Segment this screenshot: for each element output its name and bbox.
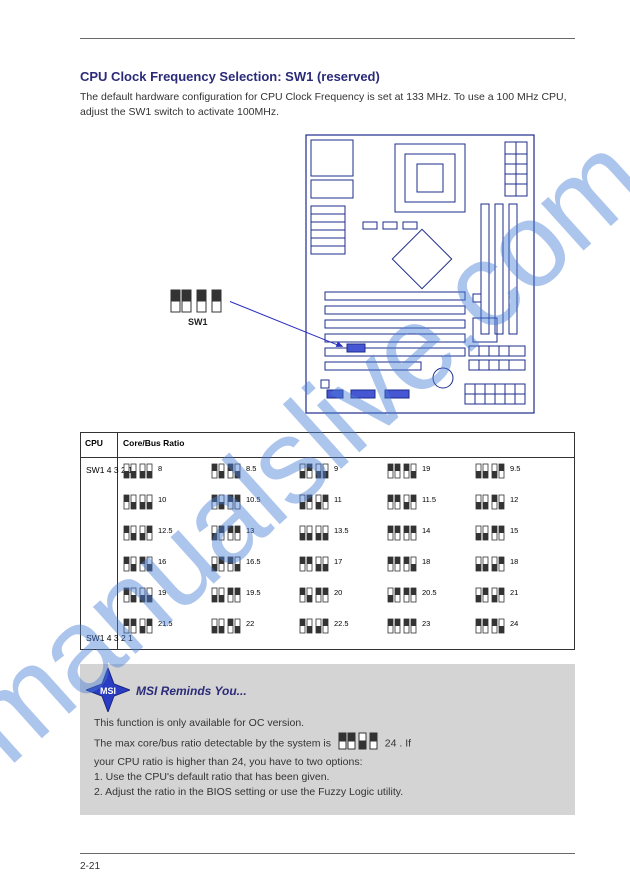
msi-logo: MSI: [86, 668, 130, 717]
ratio-cell: 18: [387, 556, 430, 574]
figure-area: SW1: [80, 134, 575, 414]
ratio-cell: 24: [475, 618, 518, 636]
ratio-cell: 22.5: [299, 618, 349, 636]
page-content: Hardware Setup CPU Clock Frequency Selec…: [0, 0, 630, 888]
ratio-cell: 12.5: [123, 525, 173, 543]
ratio-cell: 16: [123, 556, 166, 574]
table-hline: [81, 457, 574, 458]
ratio-cell: 10: [123, 494, 166, 512]
page-number: 2-21: [80, 861, 100, 872]
ratio-cell: 17: [299, 556, 342, 574]
ratio-cell: 15: [475, 525, 518, 543]
ratio-cell: 10.5: [211, 494, 261, 512]
ratio-table: CPU Core/Bus Ratio SW1 4 3 2 1 SW1 4 3 2…: [80, 432, 575, 650]
ratio-cell: 23: [387, 618, 430, 636]
ratio-cell: 8: [123, 463, 162, 481]
ratio-cell: 21.5: [123, 618, 173, 636]
motherboard-diagram: [305, 134, 535, 414]
ratio-cell: 9.5: [475, 463, 520, 481]
sw1-label: SW1: [188, 317, 208, 327]
ratio-cell: 14: [387, 525, 430, 543]
bottom-rule: [80, 853, 575, 854]
table-header-cpu: CPU: [85, 438, 103, 448]
ratio-cell: 12: [475, 494, 518, 512]
ratio-cell: 11.5: [387, 494, 436, 512]
section-title: CPU Clock Frequency Selection: SW1 (rese…: [80, 69, 575, 84]
note-line1b: The max core/bus ratio detectable by the…: [94, 737, 334, 749]
top-rule: [80, 38, 575, 39]
ratio-cell: 9: [299, 463, 338, 481]
note-line1c: 24: [385, 737, 400, 749]
inline-jumper-icon: [338, 732, 378, 755]
section-paragraph: The default hardware configuration for C…: [80, 90, 575, 120]
ratio-cell: 19: [123, 587, 166, 605]
ratio-cell: 13.5: [299, 525, 349, 543]
note-line2: your CPU ratio is higher than 24, you ha…: [94, 756, 362, 768]
ratio-cell: 8.5: [211, 463, 256, 481]
note-line3: 1. Use the CPU's default ratio that has …: [94, 771, 329, 783]
ratio-cell: 19: [387, 463, 430, 481]
note-body: This function is only available for OC v…: [94, 716, 561, 800]
table-header-ratio: Core/Bus Ratio: [123, 438, 184, 448]
ratio-cell: 13: [211, 525, 254, 543]
ratio-cell: 22: [211, 618, 254, 636]
ratio-cell: 20.5: [387, 587, 437, 605]
note-line1d: . If: [399, 737, 411, 749]
table-grid: 8 8.5 9 19 9.5 10 10.5 11 11.5 12 12.5 13 13.5 14 15 16…: [123, 463, 566, 643]
ratio-cell: 11: [299, 494, 342, 512]
svg-text:MSI: MSI: [100, 686, 116, 696]
ratio-cell: 16.5: [211, 556, 261, 574]
note-line4: 2. Adjust the ratio in the BIOS setting …: [94, 786, 403, 798]
note-title: MSI Reminds You...: [136, 684, 247, 698]
ratio-cell: 18: [475, 556, 518, 574]
sw1-jumper-icon: [170, 289, 224, 318]
ratio-cell: 19.5: [211, 587, 261, 605]
ratio-cell: 21: [475, 587, 518, 605]
ratio-cell: 20: [299, 587, 342, 605]
note-box: MSI MSI Reminds You... This function is …: [80, 664, 575, 814]
note-line1a: This function is only available for OC v…: [94, 717, 304, 729]
